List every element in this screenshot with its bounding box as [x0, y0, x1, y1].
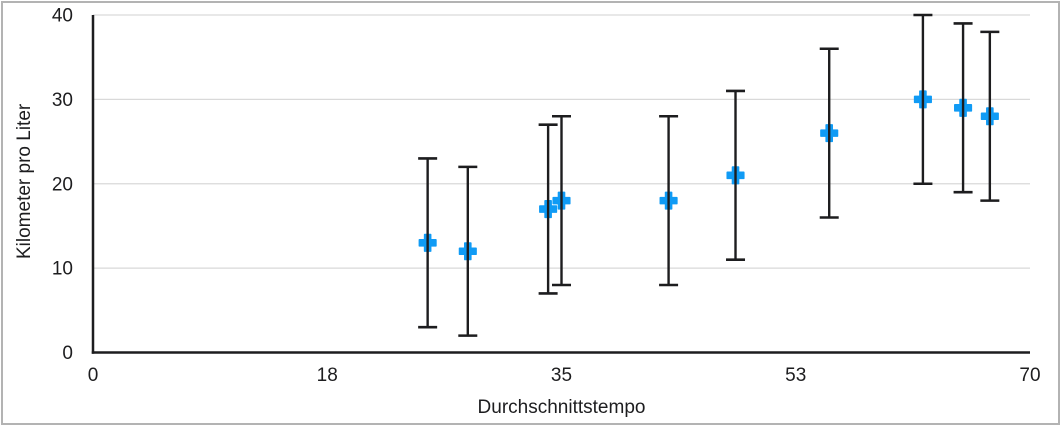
y-tick-label: 40 — [52, 6, 73, 27]
y-tick-label: 10 — [52, 259, 73, 280]
x-tick-label: 70 — [1019, 365, 1040, 386]
y-tick-label: 20 — [52, 174, 73, 195]
x-axis-title: Durchschnittstempo — [477, 397, 646, 418]
image-border-frame — [1, 1, 1060, 425]
x-tick-label: 18 — [317, 365, 338, 386]
x-tick-label: 35 — [551, 365, 572, 386]
y-axis-title: Kilometer pro Liter — [14, 103, 35, 259]
y-tick-label: 0 — [62, 343, 73, 364]
x-tick-label: 0 — [88, 365, 99, 386]
y-tick-label: 30 — [52, 90, 73, 111]
x-tick-label: 53 — [785, 365, 806, 386]
